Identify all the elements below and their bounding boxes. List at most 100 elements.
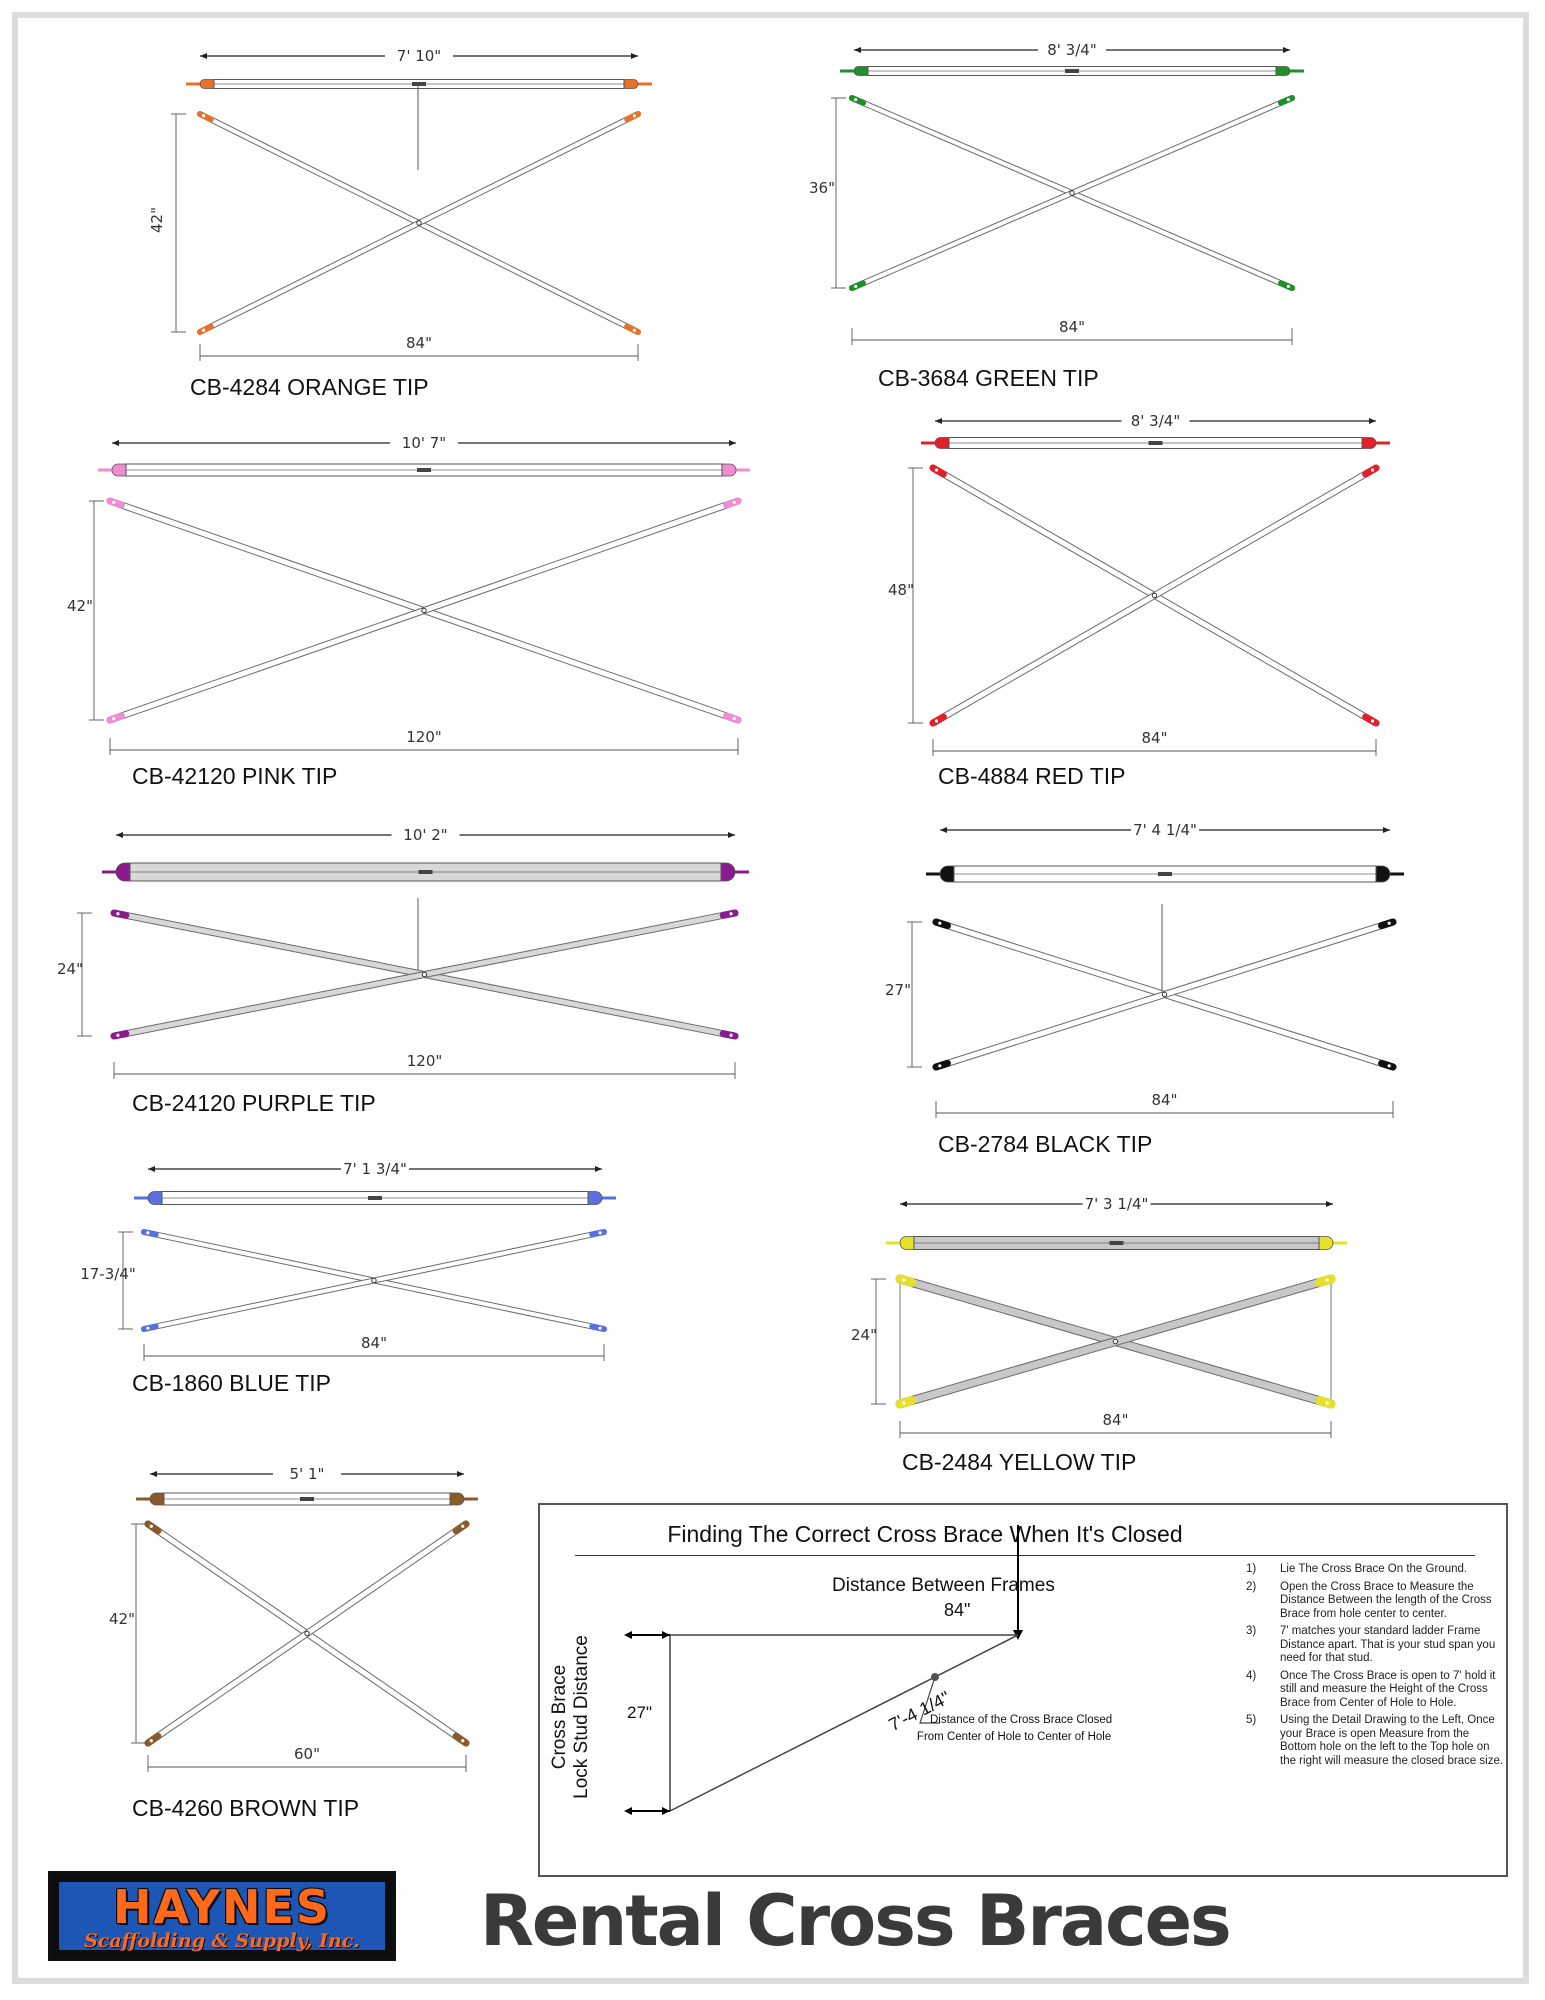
brace-5-leg-b-tip-end [719, 909, 739, 919]
brace-4-leg-a-tip-start [929, 464, 947, 478]
brace-3-leg-a-tip-end [723, 712, 742, 724]
brace-1-leg-b-hole-start [201, 328, 206, 332]
brace-4-length-bg [1121, 410, 1190, 430]
brace-8-leg-a-tip-end [1314, 1396, 1336, 1409]
brace-4-width-label: 84" [1142, 729, 1168, 747]
brace-4-leg-a-hole-end [1370, 719, 1375, 723]
brace-5-leg-a-hole-start [116, 912, 120, 916]
brace-2-width-label: 84" [1059, 318, 1085, 336]
brace-5-leg-b-tip-start [110, 1030, 130, 1040]
brace-8-leg-b-hole-end [1325, 1278, 1329, 1282]
brace-8-pivot [1112, 1338, 1119, 1345]
instruction-steps: 1) Lie The Cross Brace On the Ground. 2) O… [1246, 1563, 1506, 1772]
brace-1-leg-a-hole-start [201, 114, 206, 118]
brace-7-leg-b-tip-end [589, 1229, 607, 1238]
brace-8-height-label: 24" [851, 1326, 877, 1344]
brace-6-width-label: 84" [1152, 1091, 1178, 1109]
caption-cb-4284: CB-4284 ORANGE TIP [190, 374, 429, 400]
brace-6-leg-a-tip-end [1378, 1059, 1397, 1071]
brace-3-length-dim-arrow-left [112, 440, 119, 446]
brace-9-pivot [304, 1630, 310, 1637]
caption-cb-2484: CB-2484 YELLOW TIP [902, 1449, 1137, 1475]
brace-9-leg-b-hole-end [461, 1524, 465, 1528]
brace-6-leg-a-hole-end [1387, 1064, 1391, 1068]
brace-6-leg-b-tip-start [932, 1059, 951, 1071]
diagonal-line [669, 1634, 1019, 1812]
step-3: 3) 7' matches your standard ladder Frame … [1246, 1625, 1496, 1664]
brace-2-pivot [1069, 190, 1075, 196]
brace-1-length-dim-arrow-left [200, 53, 207, 59]
brace-8-length-label: 7' 3 1/4" [1085, 1195, 1149, 1213]
brace-5-leg-a-tip-start [110, 909, 130, 919]
brace-1-leg-b-hole-end [632, 114, 637, 118]
distance-label: Distance Between Frames [832, 1575, 1055, 1596]
brace-7-leg-a-tip-end [589, 1323, 607, 1332]
brace-8-leg-a-tip-start [895, 1274, 917, 1287]
closed-brace-detail-drawing [624, 1525, 1023, 1815]
brace-7-pivot [371, 1277, 377, 1284]
brace-9-leg-a-hole-end [461, 1739, 465, 1743]
brace-3-leg-a-hole-end [732, 717, 736, 721]
brace-7-leg-a-hole-end [598, 1326, 602, 1330]
brace-2-length-label: 8' 3/4" [1047, 41, 1096, 59]
logo-name: HAYNES [112, 1880, 332, 1934]
brace-6-pivot [1161, 991, 1168, 998]
brace-1-length-bg [385, 45, 453, 65]
brace-2-leg-a-hole-start [854, 97, 858, 102]
brace-2-closed-lock [1065, 69, 1079, 73]
brace-6-length-bg [1131, 819, 1199, 839]
brace-5-closed-lock [418, 870, 433, 874]
page-title: Rental Cross Braces [480, 1880, 1232, 1962]
brace-4-length-label: 8' 3/4" [1131, 412, 1180, 430]
caption-cb-3684: CB-3684 GREEN TIP [878, 365, 1099, 391]
brace-1-width-label: 84" [406, 334, 432, 352]
brace-9-leg-a-hole-start [149, 1524, 153, 1528]
brace-5-leg-a-tip-end [719, 1030, 739, 1040]
brace-7-width-label: 84" [361, 1334, 387, 1352]
brace-9-leg-b-tip-start [144, 1732, 162, 1747]
brace-8-length-dim-arrow-right [1326, 1201, 1333, 1207]
brace-5-width-label: 120" [407, 1052, 443, 1070]
brace-2-length-dim-arrow-left [854, 47, 861, 53]
brace-6-leg-a-tip-start [932, 918, 951, 930]
brace-5-length-label: 10' 2" [403, 826, 447, 844]
brace-3-length-label: 10' 7" [402, 434, 446, 452]
brace-9-length-dim-arrow-right [457, 1471, 464, 1477]
brace-9-length-bg [273, 1463, 341, 1483]
brace-1-length-label: 7' 10" [397, 47, 441, 65]
brace-2-leg-b-tip-start [849, 280, 867, 291]
brace-1-leg-a-tip-end [624, 323, 641, 335]
brace-9-height-label: 42" [109, 1610, 135, 1628]
caption-cb-4260: CB-4260 BROWN TIP [132, 1795, 360, 1821]
brace-7-leg-b-tip-start [141, 1323, 159, 1332]
distance-value: 84" [944, 1600, 971, 1620]
brace-3-length-bg [390, 432, 458, 452]
brace-2-leg-a-hole-end [1286, 284, 1290, 289]
brace-7-leg-a-hole-start [146, 1231, 150, 1235]
brace-6-length-label: 7' 4 1/4" [1133, 821, 1197, 839]
brace-3-width-label: 120" [406, 728, 442, 746]
caption-cb-2784: CB-2784 BLACK TIP [938, 1131, 1153, 1157]
brace-7-height-label: 17-3/4" [80, 1265, 136, 1283]
brace-7-leg-b-hole-start [146, 1326, 150, 1330]
step-5: 5) Using the Detail Drawing to the Left, … [1246, 1714, 1504, 1767]
brace-1-height-label: 42" [148, 207, 166, 233]
caption-cb-4884: CB-4884 RED TIP [938, 763, 1126, 789]
brace-6-leg-b-hole-start [938, 1064, 942, 1068]
brace-8-length-bg [1082, 1193, 1151, 1213]
brace-3-leg-b-hole-start [112, 717, 116, 721]
brace-1-leg-b-tip-start [197, 323, 214, 335]
brace-7-length-dim-arrow-left [148, 1166, 155, 1172]
brace-8-leg-a-hole-end [1325, 1401, 1329, 1405]
brace-8-length-dim-arrow-left [900, 1201, 907, 1207]
brace-5-leg-b-hole-end [729, 912, 733, 916]
brace-6-height-label: 27" [885, 981, 911, 999]
brace-4-length-dim-arrow-left [935, 418, 942, 424]
brace-3-length-dim-arrow-right [729, 440, 736, 446]
brace-2-leg-a-tip-end [1277, 280, 1295, 291]
caption-cb-24120: CB-24120 PURPLE TIP [132, 1090, 376, 1116]
step-2: 2) Open the Cross Brace to Measure the Di… [1246, 1580, 1492, 1620]
brace-9-leg-a-tip-end [452, 1732, 470, 1747]
brace-3-leg-a-hole-start [112, 500, 116, 504]
brace-6-leg-b-tip-end [1378, 918, 1397, 930]
